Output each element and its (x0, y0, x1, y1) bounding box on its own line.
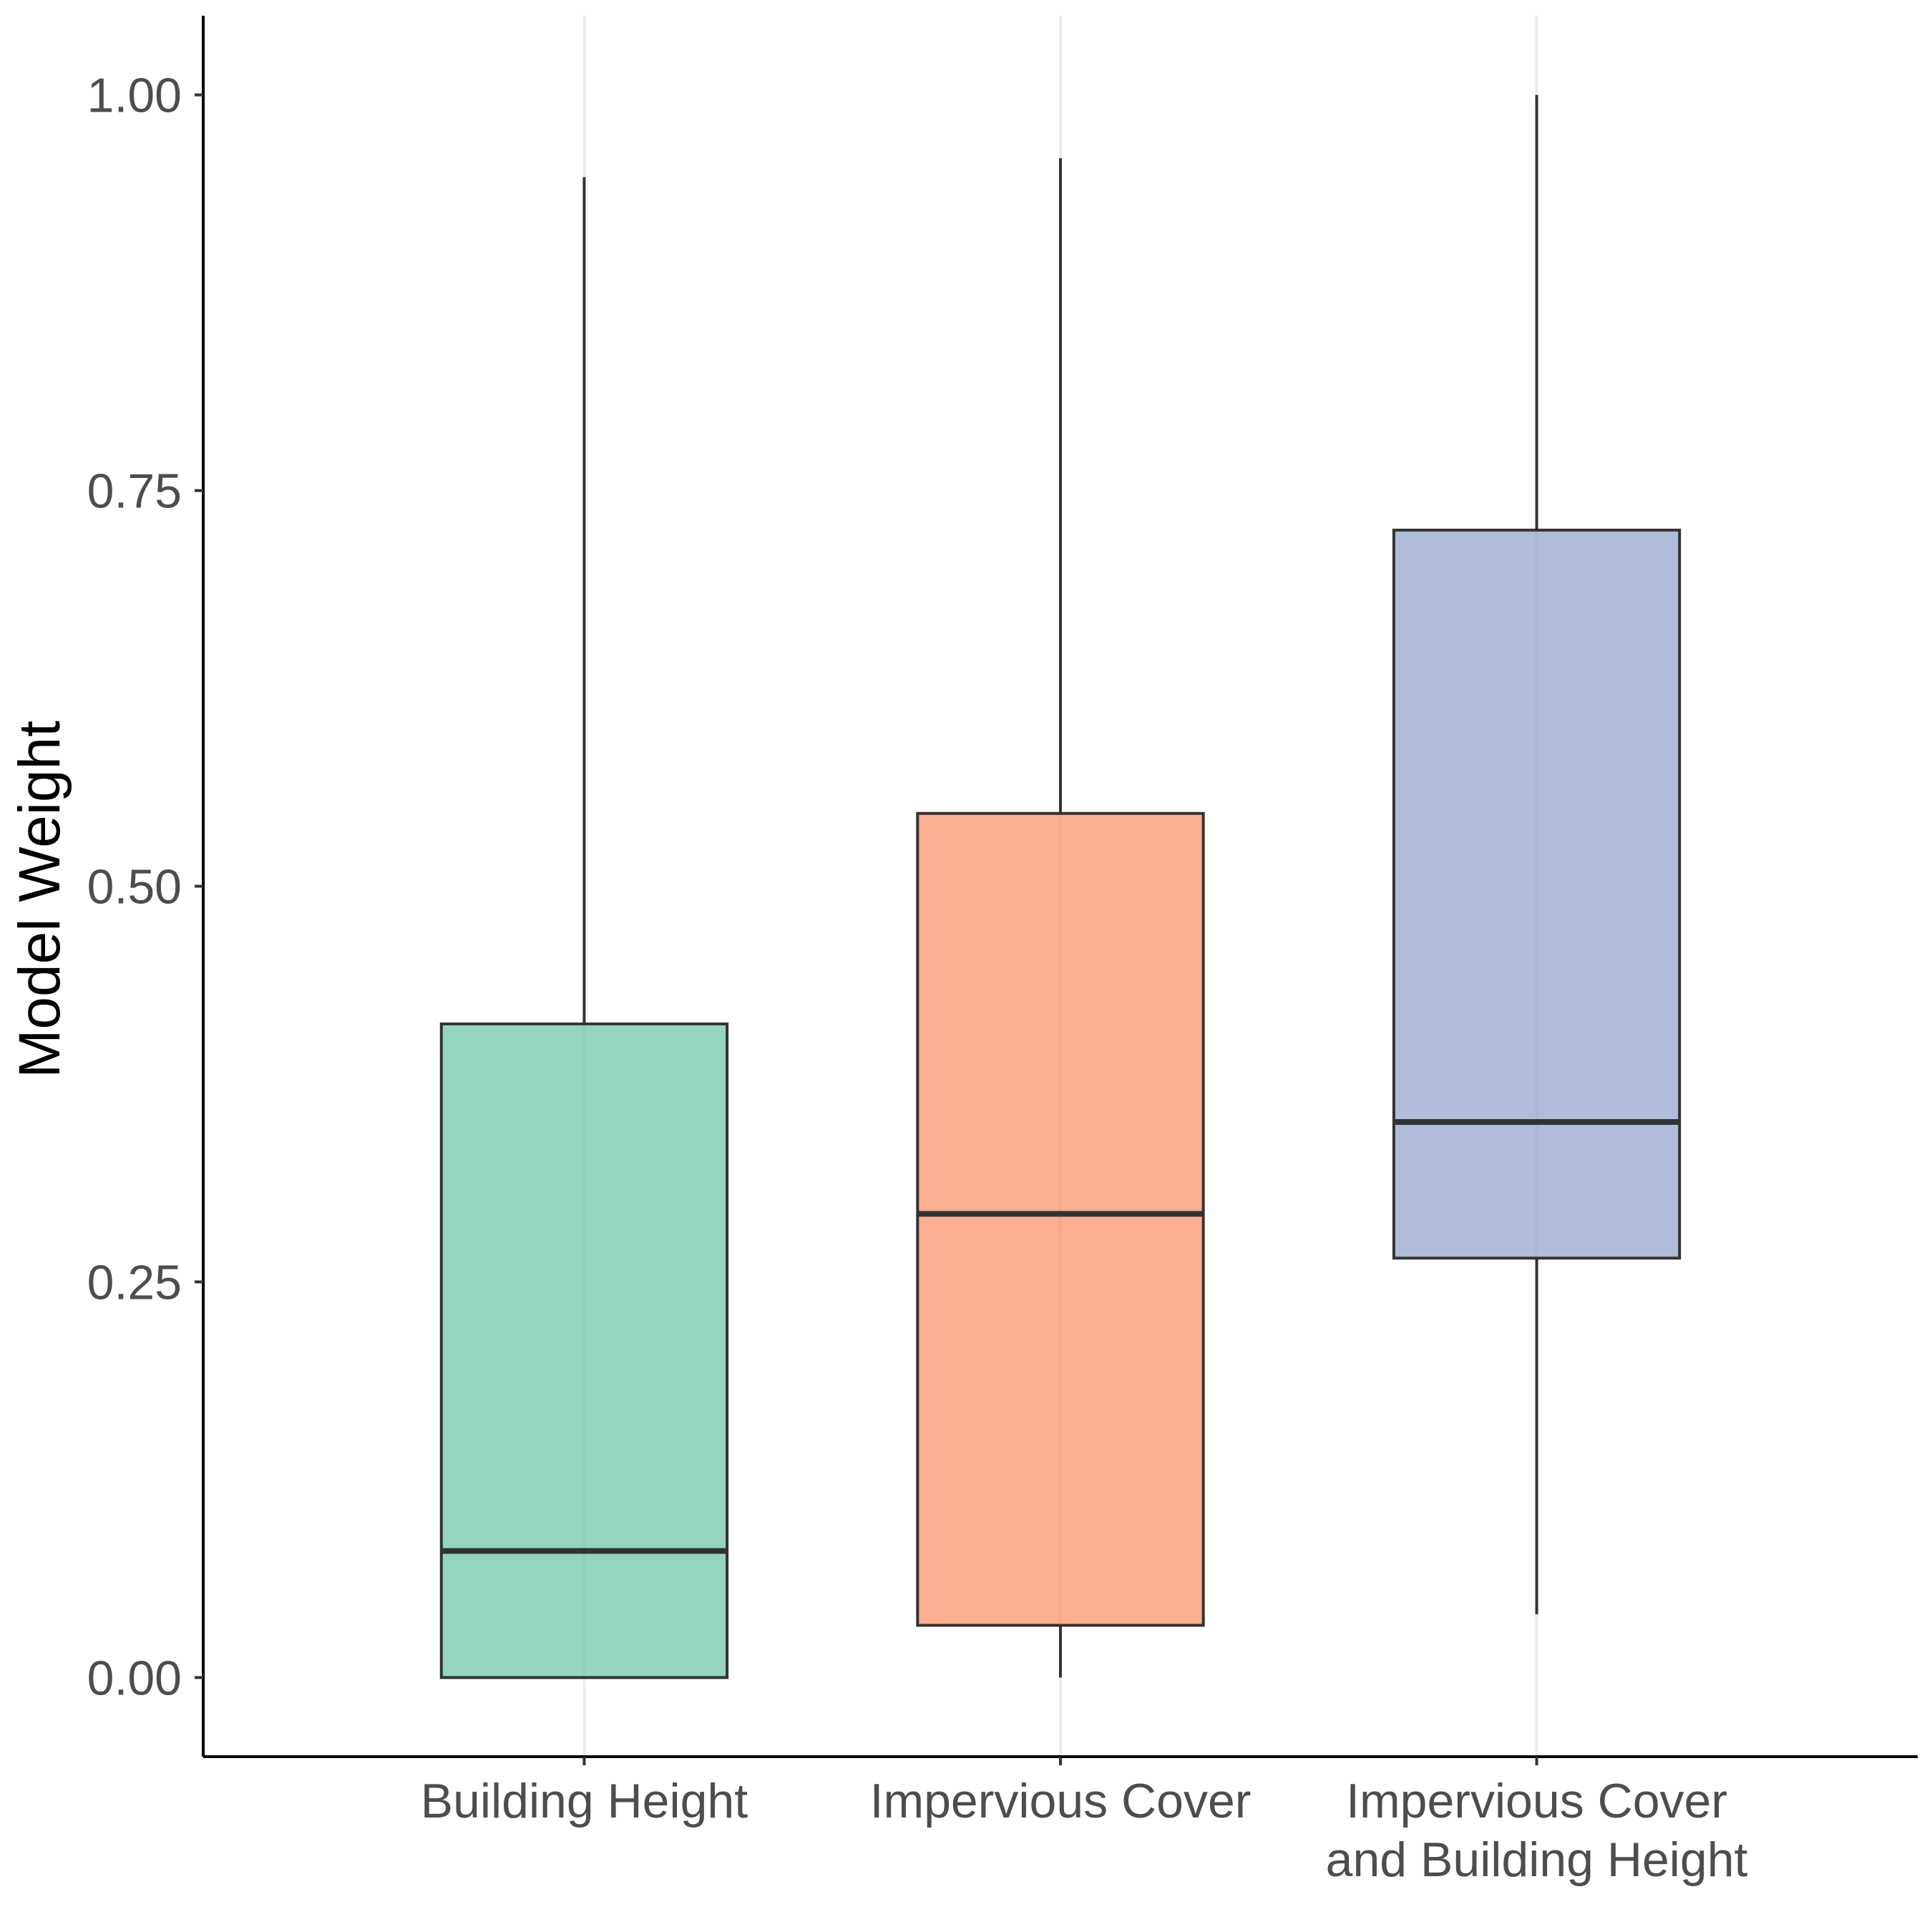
y-tick-label: 0.50 (87, 860, 182, 914)
x-tick-label: Building Height (421, 1774, 748, 1828)
box-layer (439, 94, 1682, 1679)
x-tick-label-line: Impervious Cover (870, 1774, 1252, 1828)
x-tick-label: Impervious Cover and Building Height (1326, 1774, 1748, 1887)
y-axis-title: Model Weight (7, 721, 72, 1078)
y-tick-label: 0.00 (87, 1651, 182, 1705)
y-tick-label: 0.75 (87, 464, 182, 519)
axis-layer (195, 16, 1918, 1765)
box-iqr (439, 1022, 729, 1679)
box-iqr (916, 811, 1205, 1627)
x-tick-label: Impervious Cover (870, 1774, 1252, 1828)
x-tick-label-line: Impervious Cover (1346, 1774, 1727, 1828)
x-tick-label-line: Building Height (421, 1774, 748, 1828)
x-tick-label-line: and Building Height (1326, 1833, 1748, 1887)
y-tick-label: 0.25 (87, 1255, 182, 1309)
y-tick-label: 1.00 (87, 69, 182, 123)
label-layer: 0.00 0.25 0.50 0.75 1.00 Building Height Imper… (87, 69, 1748, 1887)
box-iqr (1392, 528, 1682, 1260)
